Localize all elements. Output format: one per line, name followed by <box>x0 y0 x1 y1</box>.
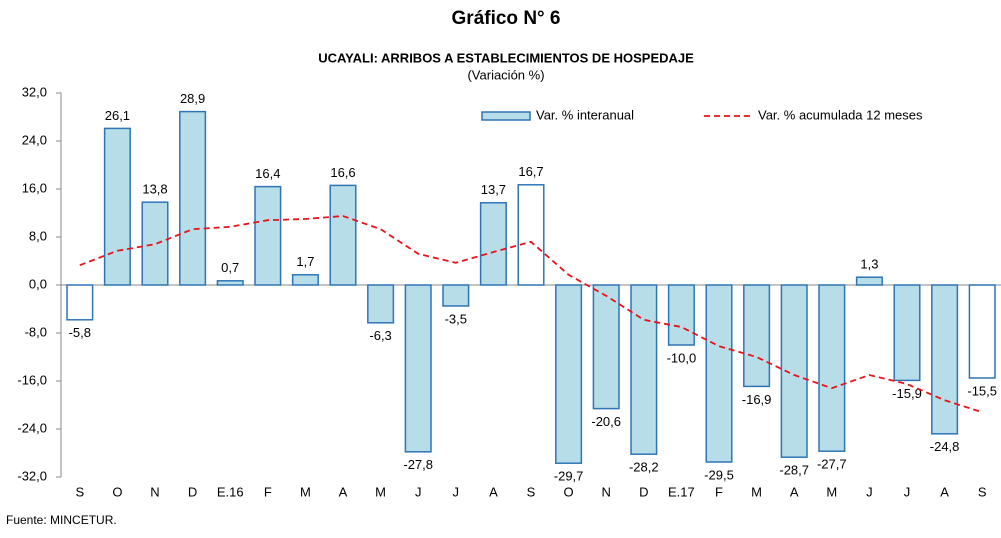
data-label: -15,5 <box>967 383 997 398</box>
x-tick-label: M <box>375 484 386 499</box>
bar <box>216 280 244 286</box>
bar <box>705 284 733 463</box>
source: Fuente: MINCETUR. <box>6 513 117 527</box>
x-tick-label: F <box>264 484 272 499</box>
legend-swatch <box>481 111 531 121</box>
data-label: -28,2 <box>629 460 659 475</box>
x-tick-label: N <box>602 484 611 499</box>
data-label: 16,6 <box>330 165 355 180</box>
x-tick-label: A <box>790 484 799 499</box>
x-tick-label: S <box>978 484 987 499</box>
x-tick-label: A <box>339 484 348 499</box>
x-tick-label: O <box>112 484 122 499</box>
line <box>79 215 983 414</box>
data-label: -10,0 <box>667 350 697 365</box>
bar <box>329 184 357 286</box>
y-tick-label: 16,0 <box>22 180 47 195</box>
data-label: -29,7 <box>554 469 584 484</box>
data-label: -15,9 <box>892 386 922 401</box>
bar <box>893 284 921 382</box>
bar <box>968 284 996 379</box>
y-tick-label: -8,0 <box>25 324 47 339</box>
chart-subtitle: UCAYALI: ARRIBOS A ESTABLECIMIENTOS DE H… <box>318 50 694 65</box>
x-tick-label: A <box>940 484 949 499</box>
y-tick-label: -16,0 <box>17 372 47 387</box>
bar <box>254 185 282 286</box>
data-label: -27,7 <box>817 457 847 472</box>
x-tick-label: J <box>415 484 422 499</box>
y-tick-label: -32,0 <box>17 468 47 483</box>
x-tick-label: E.16 <box>217 484 244 499</box>
data-label: -3,5 <box>445 311 467 326</box>
data-label: -24,8 <box>930 439 960 454</box>
x-tick-label: A <box>489 484 498 499</box>
data-label: -16,9 <box>742 392 772 407</box>
x-tick-label: S <box>527 484 536 499</box>
bar <box>442 284 470 307</box>
data-label: 26,1 <box>105 108 130 123</box>
bar <box>66 284 94 321</box>
x-tick-label: N <box>150 484 159 499</box>
bar <box>103 127 131 286</box>
x-tick-label: D <box>188 484 197 499</box>
bar <box>404 284 432 453</box>
bar <box>479 202 507 286</box>
y-tick-label: 0,0 <box>29 276 47 291</box>
data-label: -29,5 <box>704 467 734 482</box>
data-label: -20,6 <box>591 414 621 429</box>
x-tick-label: D <box>639 484 648 499</box>
data-label: 16,4 <box>255 166 280 181</box>
x-tick-label: M <box>751 484 762 499</box>
y-tick-label: -24,0 <box>17 420 47 435</box>
x-tick-label: M <box>826 484 837 499</box>
data-label: -5,8 <box>69 325 91 340</box>
x-tick-label: E.17 <box>668 484 695 499</box>
x-tick-label: J <box>453 484 460 499</box>
bar <box>592 284 620 410</box>
x-tick-label: O <box>564 484 574 499</box>
bar <box>743 284 771 388</box>
data-label: -6,3 <box>369 328 391 343</box>
data-label: 13,8 <box>142 182 167 197</box>
data-label: -27,8 <box>403 457 433 472</box>
bar <box>141 201 169 286</box>
y-tick-label: 8,0 <box>29 228 47 243</box>
bar <box>818 284 846 452</box>
bar <box>291 274 319 286</box>
data-label: 13,7 <box>481 182 506 197</box>
data-label: 0,7 <box>221 260 239 275</box>
bar <box>667 284 695 346</box>
y-tick-label: 24,0 <box>22 132 47 147</box>
data-label: 16,7 <box>518 164 543 179</box>
data-label: 1,7 <box>296 254 314 269</box>
bar <box>367 284 395 324</box>
x-tick-label: J <box>866 484 873 499</box>
legend-label: Var. % acumulada 12 meses <box>758 107 923 122</box>
data-label: 1,3 <box>860 257 878 272</box>
bar <box>855 276 883 286</box>
data-label: 28,9 <box>180 91 205 106</box>
unit-label: (Variación %) <box>467 67 544 82</box>
x-tick-label: F <box>715 484 723 499</box>
bar <box>630 284 658 455</box>
chart-title: Gráfico N° 6 <box>452 8 561 29</box>
x-tick-label: J <box>904 484 911 499</box>
legend-label: Var. % interanual <box>536 107 634 122</box>
x-tick-label: S <box>75 484 84 499</box>
bar <box>179 110 207 286</box>
bar <box>931 284 959 435</box>
data-label: -28,7 <box>779 463 809 478</box>
y-tick-label: 32,0 <box>22 84 47 99</box>
bar <box>555 284 583 464</box>
x-tick-label: M <box>300 484 311 499</box>
bar <box>517 184 545 286</box>
